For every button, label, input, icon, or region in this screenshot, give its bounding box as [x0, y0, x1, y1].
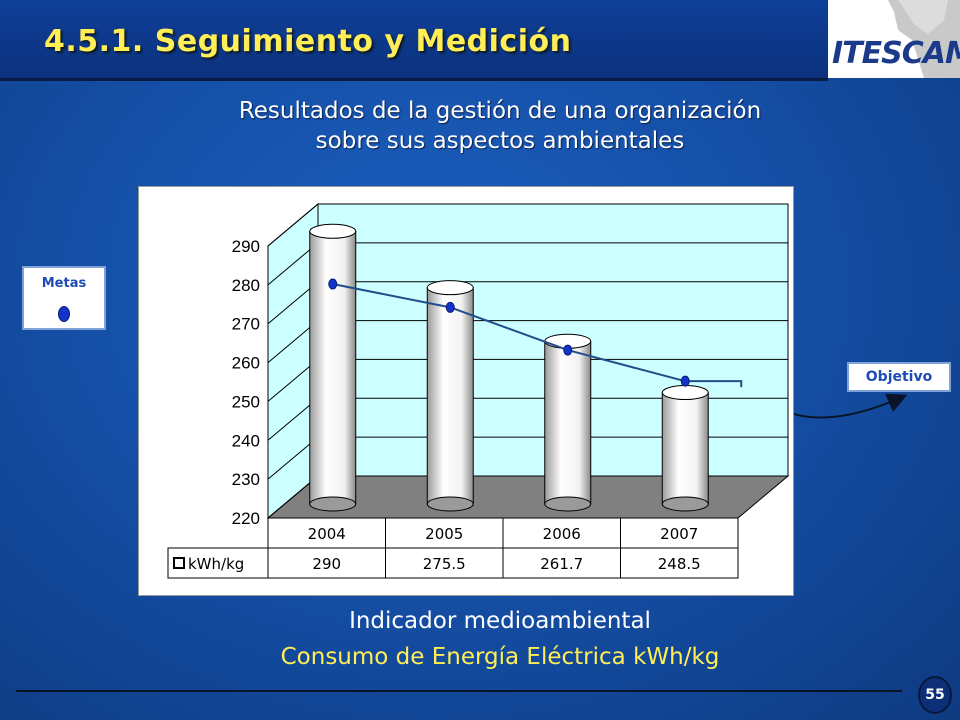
table-value: 290	[312, 555, 341, 573]
legend-swatch	[173, 557, 185, 569]
y-tick-label: 260	[232, 354, 260, 373]
table-value: 248.5	[658, 555, 701, 573]
bar-base-2005	[426, 496, 474, 512]
y-tick-label: 240	[232, 431, 260, 450]
bar-2005	[426, 287, 474, 505]
title-bar: 4.5.1. Seguimiento y Medición	[0, 0, 828, 81]
objetivo-label: Objetivo	[865, 369, 933, 385]
page-number: 55	[918, 676, 952, 714]
logo-text: ITESCAM	[832, 36, 960, 71]
objetivo-callout-box: Objetivo	[847, 362, 951, 392]
y-tick-label: 280	[232, 276, 260, 295]
bar-2004	[309, 230, 357, 505]
gridline-side	[267, 203, 319, 247]
bar-top-2004	[309, 223, 357, 239]
y-tick-label: 270	[232, 315, 260, 334]
bar-top-2007	[661, 385, 709, 401]
energy-consumption-chart: 220 230 240 250 260 270 280 290 2004 2005 2006 2007…	[167, 202, 790, 579]
indicator-label: Indicador medioambiental	[349, 608, 651, 634]
x-tick-label: 2006	[543, 525, 581, 543]
bar-base-2006	[544, 496, 592, 512]
metas-legend-box: Metas	[22, 266, 106, 330]
goal-line	[332, 283, 743, 388]
x-tick-label: 2007	[660, 525, 698, 543]
bar-top-2005	[426, 280, 474, 296]
logo-state-silhouette	[888, 0, 960, 78]
footer-rule	[16, 690, 902, 692]
legend-series-name: kWh/kg	[188, 555, 244, 573]
bar-2006	[544, 340, 592, 505]
subtitle: Resultados de la gestión de una organiza…	[150, 96, 850, 156]
goal-marker-2005	[445, 301, 455, 313]
goal-marker-2004	[328, 278, 338, 290]
x-tick-label: 2004	[308, 525, 346, 543]
bar-2007	[661, 392, 709, 505]
goal-marker-2006	[563, 344, 573, 356]
indicator-name: Consumo de Energía Eléctrica kWh/kg	[280, 644, 720, 670]
goal-marker-2007	[680, 375, 690, 387]
table-value: 261.7	[540, 555, 583, 573]
bar-base-2007	[661, 496, 709, 512]
table-value: 275.5	[423, 555, 466, 573]
y-tick-label: 230	[232, 470, 260, 489]
y-tick-label: 290	[232, 237, 260, 256]
itescam-logo: ITESCAM	[828, 0, 960, 78]
bar-base-2004	[309, 496, 357, 512]
goal-marker-icon	[58, 306, 70, 322]
y-tick-label: 250	[232, 392, 260, 411]
metas-label: Metas	[41, 276, 87, 291]
subtitle-line-2: sobre sus aspectos ambientales	[315, 128, 685, 154]
slide-title: 4.5.1. Seguimiento y Medición	[44, 24, 572, 59]
y-tick-label: 220	[232, 509, 260, 528]
x-tick-label: 2005	[425, 525, 463, 543]
subtitle-line-1: Resultados de la gestión de una organiza…	[238, 98, 762, 124]
